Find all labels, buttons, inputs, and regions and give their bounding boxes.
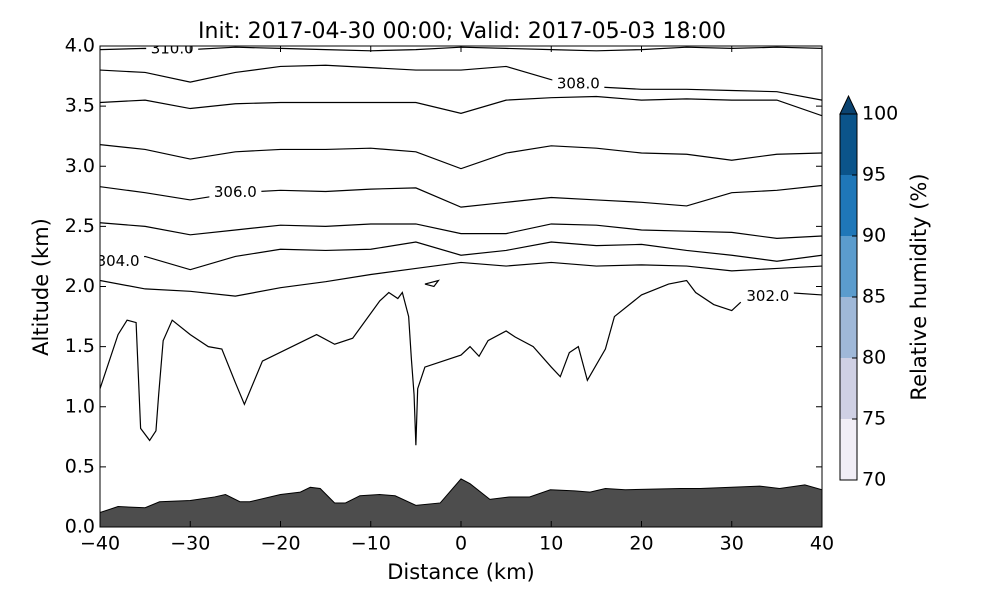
x-tick-label: 0	[455, 533, 467, 555]
y-tick-label: 1.0	[65, 395, 95, 417]
y-tick-label: 2.0	[65, 275, 95, 297]
colorbar-segment	[840, 419, 857, 480]
contour-line	[100, 144, 822, 170]
colorbar-segment	[840, 236, 857, 297]
colorbar-segment	[840, 175, 857, 236]
contour-label-bg	[209, 183, 262, 202]
x-tick-label: 30	[720, 533, 744, 555]
x-tick-label: 10	[539, 533, 563, 555]
x-tick-label: −20	[260, 533, 300, 555]
y-tick-label: 1.5	[65, 335, 95, 357]
contour-label: 310.0	[151, 40, 194, 58]
colorbar-tick-label: 80	[862, 347, 886, 369]
contour-line	[100, 64, 822, 101]
y-tick-label: 3.5	[65, 95, 95, 117]
y-tick-label: 0.0	[65, 516, 95, 538]
x-tick-label: −30	[170, 533, 210, 555]
colorbar-tick-label: 95	[862, 164, 886, 186]
y-axis-label: Altitude (km)	[29, 218, 53, 356]
contour-line	[424, 279, 440, 288]
contour-line	[100, 241, 822, 271]
contour-label: 304.0	[97, 252, 140, 270]
chart-title: Init: 2017-04-30 00:00; Valid: 2017-05-0…	[198, 19, 726, 44]
colorbar-extend	[839, 94, 858, 115]
y-tick-label: 4.0	[65, 35, 95, 57]
contour-line	[100, 95, 822, 117]
x-axis-label: Distance (km)	[387, 560, 535, 584]
colorbar-tick-label: 70	[862, 469, 886, 491]
contour-line	[100, 222, 822, 240]
contour-line	[100, 261, 822, 297]
contour-label-bg	[146, 46, 199, 59]
terrain-area	[100, 478, 822, 527]
x-tick-label: −40	[80, 533, 120, 555]
colorbar-label: Relative humidity (%)	[907, 173, 931, 400]
contour-line	[100, 279, 822, 446]
x-tick-label: 40	[810, 533, 834, 555]
colorbar-tick-label: 100	[862, 103, 898, 125]
y-tick-label: 3.0	[65, 155, 95, 177]
axes-frame	[99, 45, 823, 528]
plot-area: 310.0 308.0 306.0 304.0 302.0	[97, 40, 822, 527]
colorbar-segment	[840, 114, 857, 175]
colorbar-tick-label: 85	[862, 286, 886, 308]
contour-label: 302.0	[746, 287, 789, 305]
x-tick-label: −10	[351, 533, 391, 555]
contour-label: 306.0	[214, 183, 257, 201]
colorbar-segment	[840, 358, 857, 419]
contour-label: 308.0	[557, 74, 600, 92]
colorbar-segment	[840, 297, 857, 358]
colorbar-tick-label: 90	[862, 225, 886, 247]
y-tick-label: 2.5	[65, 215, 95, 237]
contour-label-bg	[741, 287, 794, 306]
y-tick-label: 0.5	[65, 455, 95, 477]
contour-label-bg	[552, 74, 605, 93]
colorbar-tick-label: 75	[862, 408, 886, 430]
x-tick-label: 20	[629, 533, 653, 555]
contour-label-bg	[100, 252, 145, 271]
contour-line	[100, 184, 822, 208]
